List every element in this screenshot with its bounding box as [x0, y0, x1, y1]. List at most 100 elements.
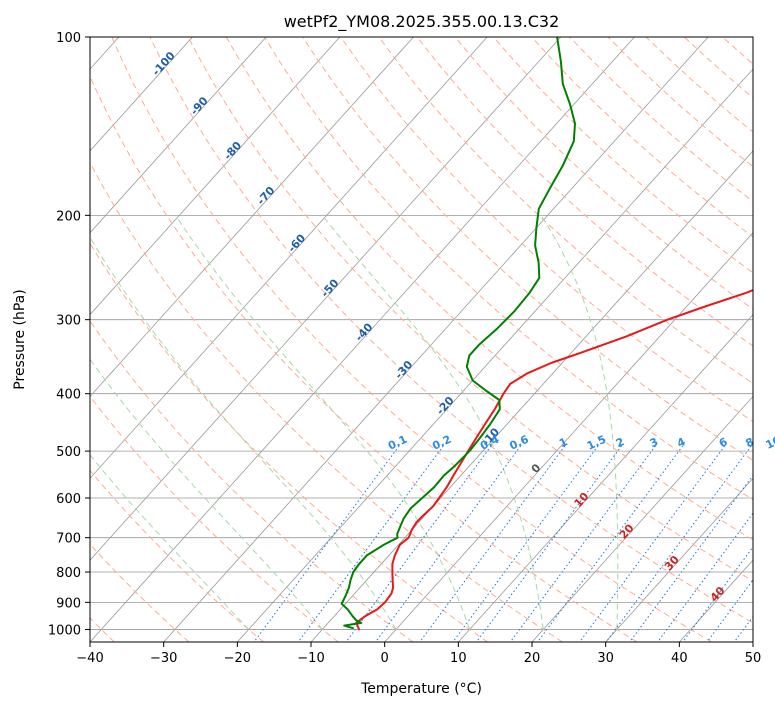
mixing-ratio-line	[452, 445, 599, 642]
mixing-ratio-label: 0.2	[430, 433, 453, 453]
x-tick-label: −20	[224, 651, 251, 666]
dry-adiabat-line	[90, 242, 488, 642]
isotherm-label: 40	[708, 584, 728, 604]
moist-adiabat-line	[540, 215, 619, 630]
isotherm-label: 10	[572, 490, 592, 510]
dry-adiabat-line	[111, 37, 712, 642]
moist-adiabat-line	[321, 214, 544, 630]
mixing-ratio-line	[537, 445, 684, 642]
mixing-ratio-label: 3	[648, 435, 660, 450]
mixing-ratio-line	[579, 445, 726, 642]
x-tick-label: −10	[297, 651, 324, 666]
y-tick-label: 1000	[48, 623, 81, 638]
dry-adiabat-line	[90, 395, 339, 642]
mixing-ratio-line	[476, 445, 622, 642]
y-axis-ticks: 100 200 300 400 500 600 700 800 900 1000	[48, 31, 90, 638]
isotherm-line	[679, 559, 753, 642]
mixing-ratio-label: 10	[764, 433, 775, 451]
dry-adiabat-line	[90, 320, 414, 642]
dry-adiabat-line	[493, 37, 753, 274]
x-axis-ticks: −40 −30 −20 −10 0 10 20 30 40 50	[76, 642, 761, 666]
dry-adiabat-line	[149, 37, 753, 624]
mixing-ratio-label: 2	[614, 435, 626, 450]
y-tick-label: 400	[56, 388, 81, 403]
mixing-ratio-label: 1.5	[585, 433, 608, 453]
isotherm-line	[531, 395, 753, 642]
mixing-ratio-line	[345, 445, 492, 642]
isotherm-line	[90, 37, 267, 234]
mixing-ratio-line	[297, 445, 444, 642]
mixing-ratio-label: 6	[717, 435, 730, 450]
isotherm-label: 30	[662, 553, 682, 573]
dry-adiabat-line	[378, 37, 753, 385]
y-tick-label: 600	[56, 492, 81, 507]
isotherm-line	[90, 37, 488, 479]
mixing-ratio-line	[706, 579, 753, 642]
isotherm-line	[90, 37, 562, 561]
isotherm-line	[90, 37, 341, 316]
mixing-ratio-line	[375, 445, 522, 642]
isobar-grid	[90, 37, 753, 630]
y-tick-label: 200	[56, 209, 81, 224]
isotherm-line	[605, 477, 753, 642]
dry-adiabat-line	[90, 469, 264, 642]
x-tick-label: 50	[745, 651, 762, 666]
isotherm-line	[458, 313, 753, 642]
mixing-ratio-line	[657, 512, 753, 642]
dewpoint-profile-line	[340, 37, 576, 630]
dry-adiabat-line	[264, 37, 753, 501]
isotherm-line	[90, 37, 414, 398]
dry-adiabat-line	[225, 37, 753, 541]
y-tick-label: 700	[56, 532, 81, 547]
isotherm-line	[163, 37, 709, 642]
moist-adiabat-line	[90, 236, 397, 630]
mixing-ratio-lines	[253, 445, 775, 642]
dry-adiabats	[90, 37, 753, 642]
dry-adiabat-line	[90, 161, 563, 642]
x-tick-label: −30	[150, 651, 177, 666]
mixing-ratio-line	[419, 445, 566, 642]
profile-series	[340, 37, 753, 631]
x-tick-label: −40	[76, 651, 103, 666]
moist-adiabat-line	[90, 358, 323, 630]
moist-adiabat-line	[175, 215, 471, 630]
isotherm-label: -20	[434, 394, 457, 418]
x-tick-label: 40	[671, 651, 688, 666]
dry-adiabat-line	[645, 37, 753, 133]
dry-adiabat-line	[454, 37, 753, 310]
isotherm-line	[237, 68, 753, 642]
isotherm-line	[310, 150, 753, 642]
isotherm-line	[384, 232, 753, 642]
isotherm-label: -80	[221, 139, 244, 163]
y-axis-title: Pressure (hPa)	[12, 289, 28, 389]
x-tick-label: 0	[381, 651, 389, 666]
mixing-ratio-labels: 0.10.20.40.611.52346810131620253036	[386, 433, 775, 453]
y-tick-label: 500	[56, 445, 81, 460]
mixing-ratio-line	[253, 445, 400, 642]
x-tick-label: 10	[450, 651, 467, 666]
y-tick-label: 100	[56, 31, 81, 46]
moist-adiabat-line	[90, 454, 249, 630]
dry-adiabat-line	[607, 37, 753, 168]
isotherm-line	[90, 37, 635, 642]
mixing-ratio-line	[759, 446, 775, 642]
isotherm-line	[90, 37, 193, 152]
isotherm-label: -70	[254, 184, 277, 208]
mixing-ratio-label: 0.6	[508, 433, 531, 453]
mixing-ratio-label: 4	[675, 435, 688, 450]
mixing-ratio-line	[733, 615, 753, 642]
x-tick-label: 20	[524, 651, 541, 666]
mixing-ratio-line	[605, 445, 752, 642]
isotherm-label: -40	[353, 320, 376, 344]
dry-adiabat-line	[416, 37, 753, 347]
mixing-ratio-label: 8	[744, 435, 756, 450]
isotherm-label: 0	[529, 461, 544, 476]
mixing-ratio-line	[629, 474, 753, 642]
dry-adiabat-line	[531, 37, 753, 238]
isotherm-label: -60	[285, 231, 308, 255]
isotherm-label: 20	[617, 521, 637, 541]
isotherm-label: -30	[392, 358, 415, 382]
isotherm-label: -100	[150, 49, 178, 78]
dry-adiabat-line	[683, 37, 753, 99]
